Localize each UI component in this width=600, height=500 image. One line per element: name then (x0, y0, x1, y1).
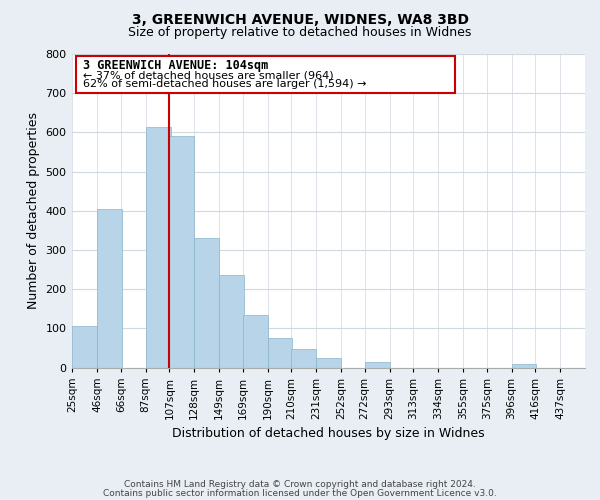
Bar (146, 126, 170, 368)
Title: 3, GREENWICH AVENUE, WIDNES, WA8 3BD
Size of property relative to detached house: 3, GREENWICH AVENUE, WIDNES, WA8 3BD Siz… (0, 499, 1, 500)
Bar (365, 362, 389, 368)
Bar (194, 238, 219, 368)
Bar (169, 136, 194, 368)
FancyBboxPatch shape (76, 56, 455, 93)
Bar (512, 364, 536, 368)
Bar (292, 348, 316, 368)
Bar (268, 338, 292, 368)
Y-axis label: Number of detached properties: Number of detached properties (27, 112, 40, 310)
Bar (316, 358, 341, 368)
Text: 62% of semi-detached houses are larger (1,594) →: 62% of semi-detached houses are larger (… (83, 78, 367, 88)
Text: ← 37% of detached houses are smaller (964): ← 37% of detached houses are smaller (96… (83, 70, 334, 80)
Bar (219, 276, 244, 368)
Bar (72, 326, 97, 368)
Text: Size of property relative to detached houses in Widnes: Size of property relative to detached ho… (128, 26, 472, 39)
Bar (243, 314, 268, 368)
Bar (97, 209, 122, 368)
Text: 3, GREENWICH AVENUE, WIDNES, WA8 3BD: 3, GREENWICH AVENUE, WIDNES, WA8 3BD (131, 12, 469, 26)
Text: 3 GREENWICH AVENUE: 104sqm: 3 GREENWICH AVENUE: 104sqm (83, 59, 268, 72)
Text: Contains HM Land Registry data © Crown copyright and database right 2024.: Contains HM Land Registry data © Crown c… (124, 480, 476, 489)
X-axis label: Distribution of detached houses by size in Widnes: Distribution of detached houses by size … (172, 427, 485, 440)
Text: Contains public sector information licensed under the Open Government Licence v3: Contains public sector information licen… (103, 489, 497, 498)
